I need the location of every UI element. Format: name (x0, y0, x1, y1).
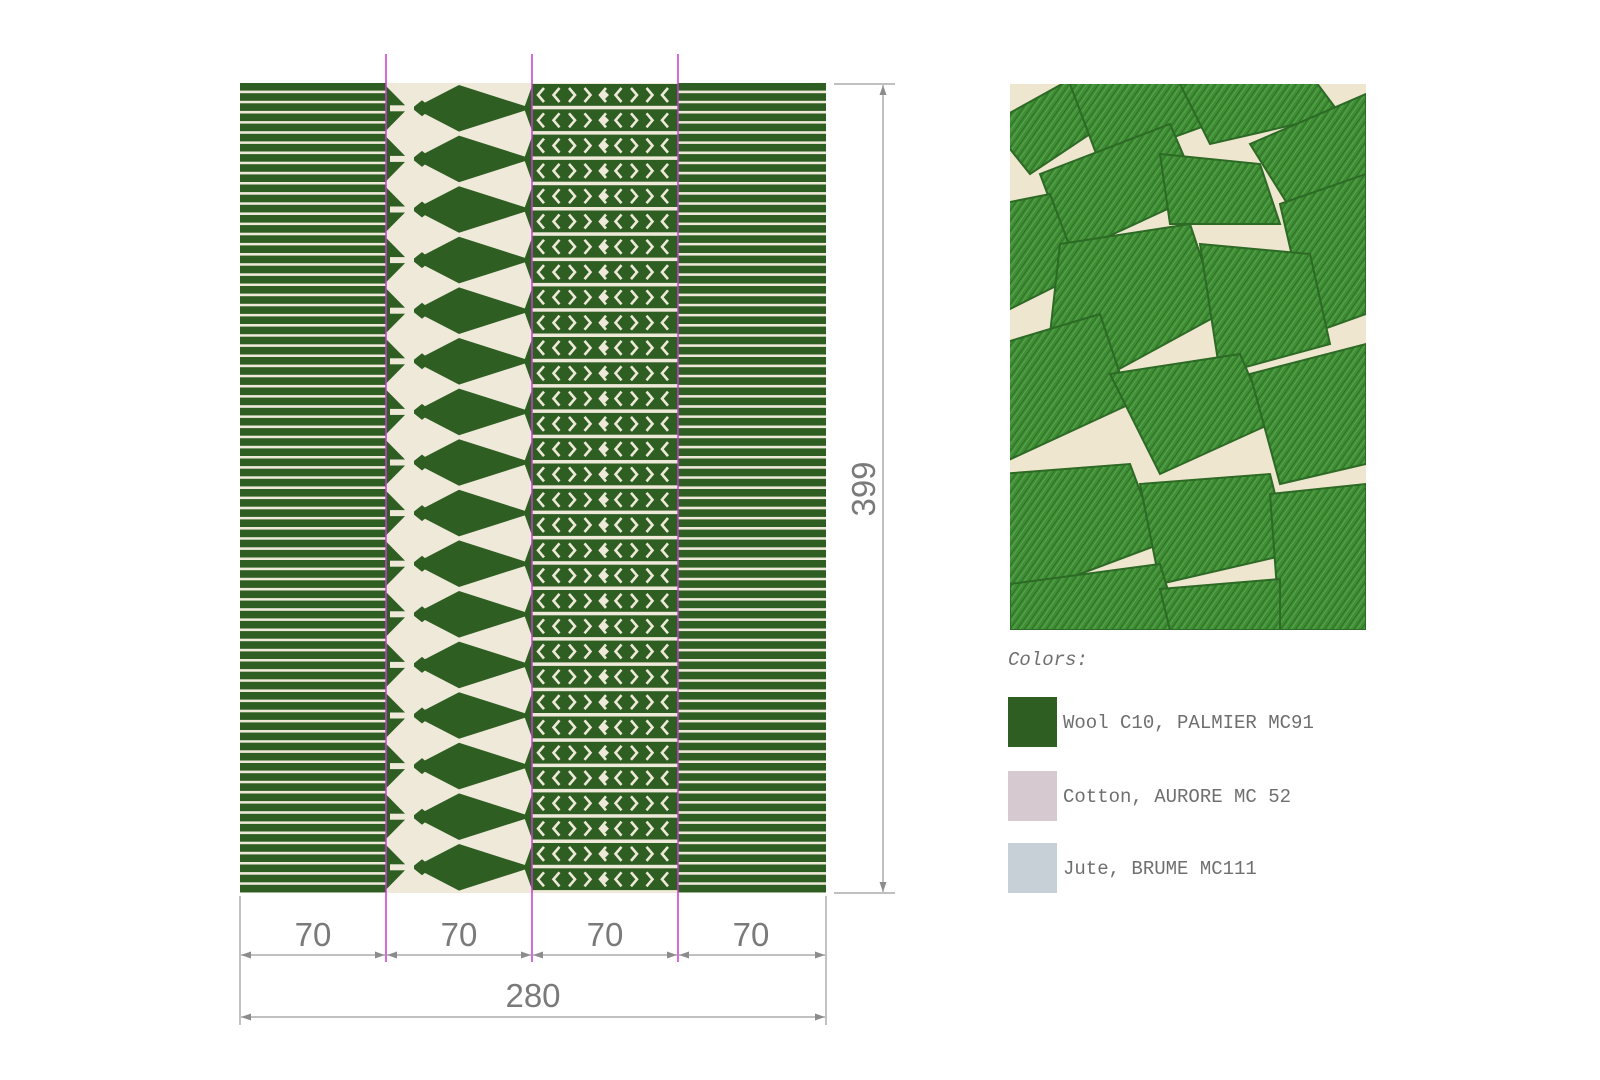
height-label: 399 (845, 461, 882, 516)
segment-2-width-label: 70 (441, 916, 478, 953)
panel-guide-lines (385, 54, 679, 962)
total-width-label: 280 (505, 977, 560, 1014)
cotton-color-label: Cotton, AURORE MC 52 (1063, 786, 1292, 808)
segment-4-width-label: 70 (733, 916, 770, 953)
jute-color-label: Jute, BRUME MC111 (1063, 858, 1257, 880)
wool-color-label: Wool C10, PALMIER MC91 (1063, 712, 1314, 734)
segment-3-width-label: 70 (587, 916, 624, 953)
segment-1-width-label: 70 (295, 916, 332, 953)
rug-pattern (240, 83, 826, 893)
colors-legend-title: Colors: (1008, 649, 1088, 671)
jute-color-swatch (1008, 843, 1057, 893)
wool-color-swatch (1008, 697, 1057, 747)
rug-close-up-photo (1010, 84, 1366, 630)
cotton-color-swatch (1008, 771, 1057, 821)
dimension-labels: 70 70 70 70 280 399 (295, 461, 882, 1014)
dimension-annotations (239, 83, 895, 1025)
